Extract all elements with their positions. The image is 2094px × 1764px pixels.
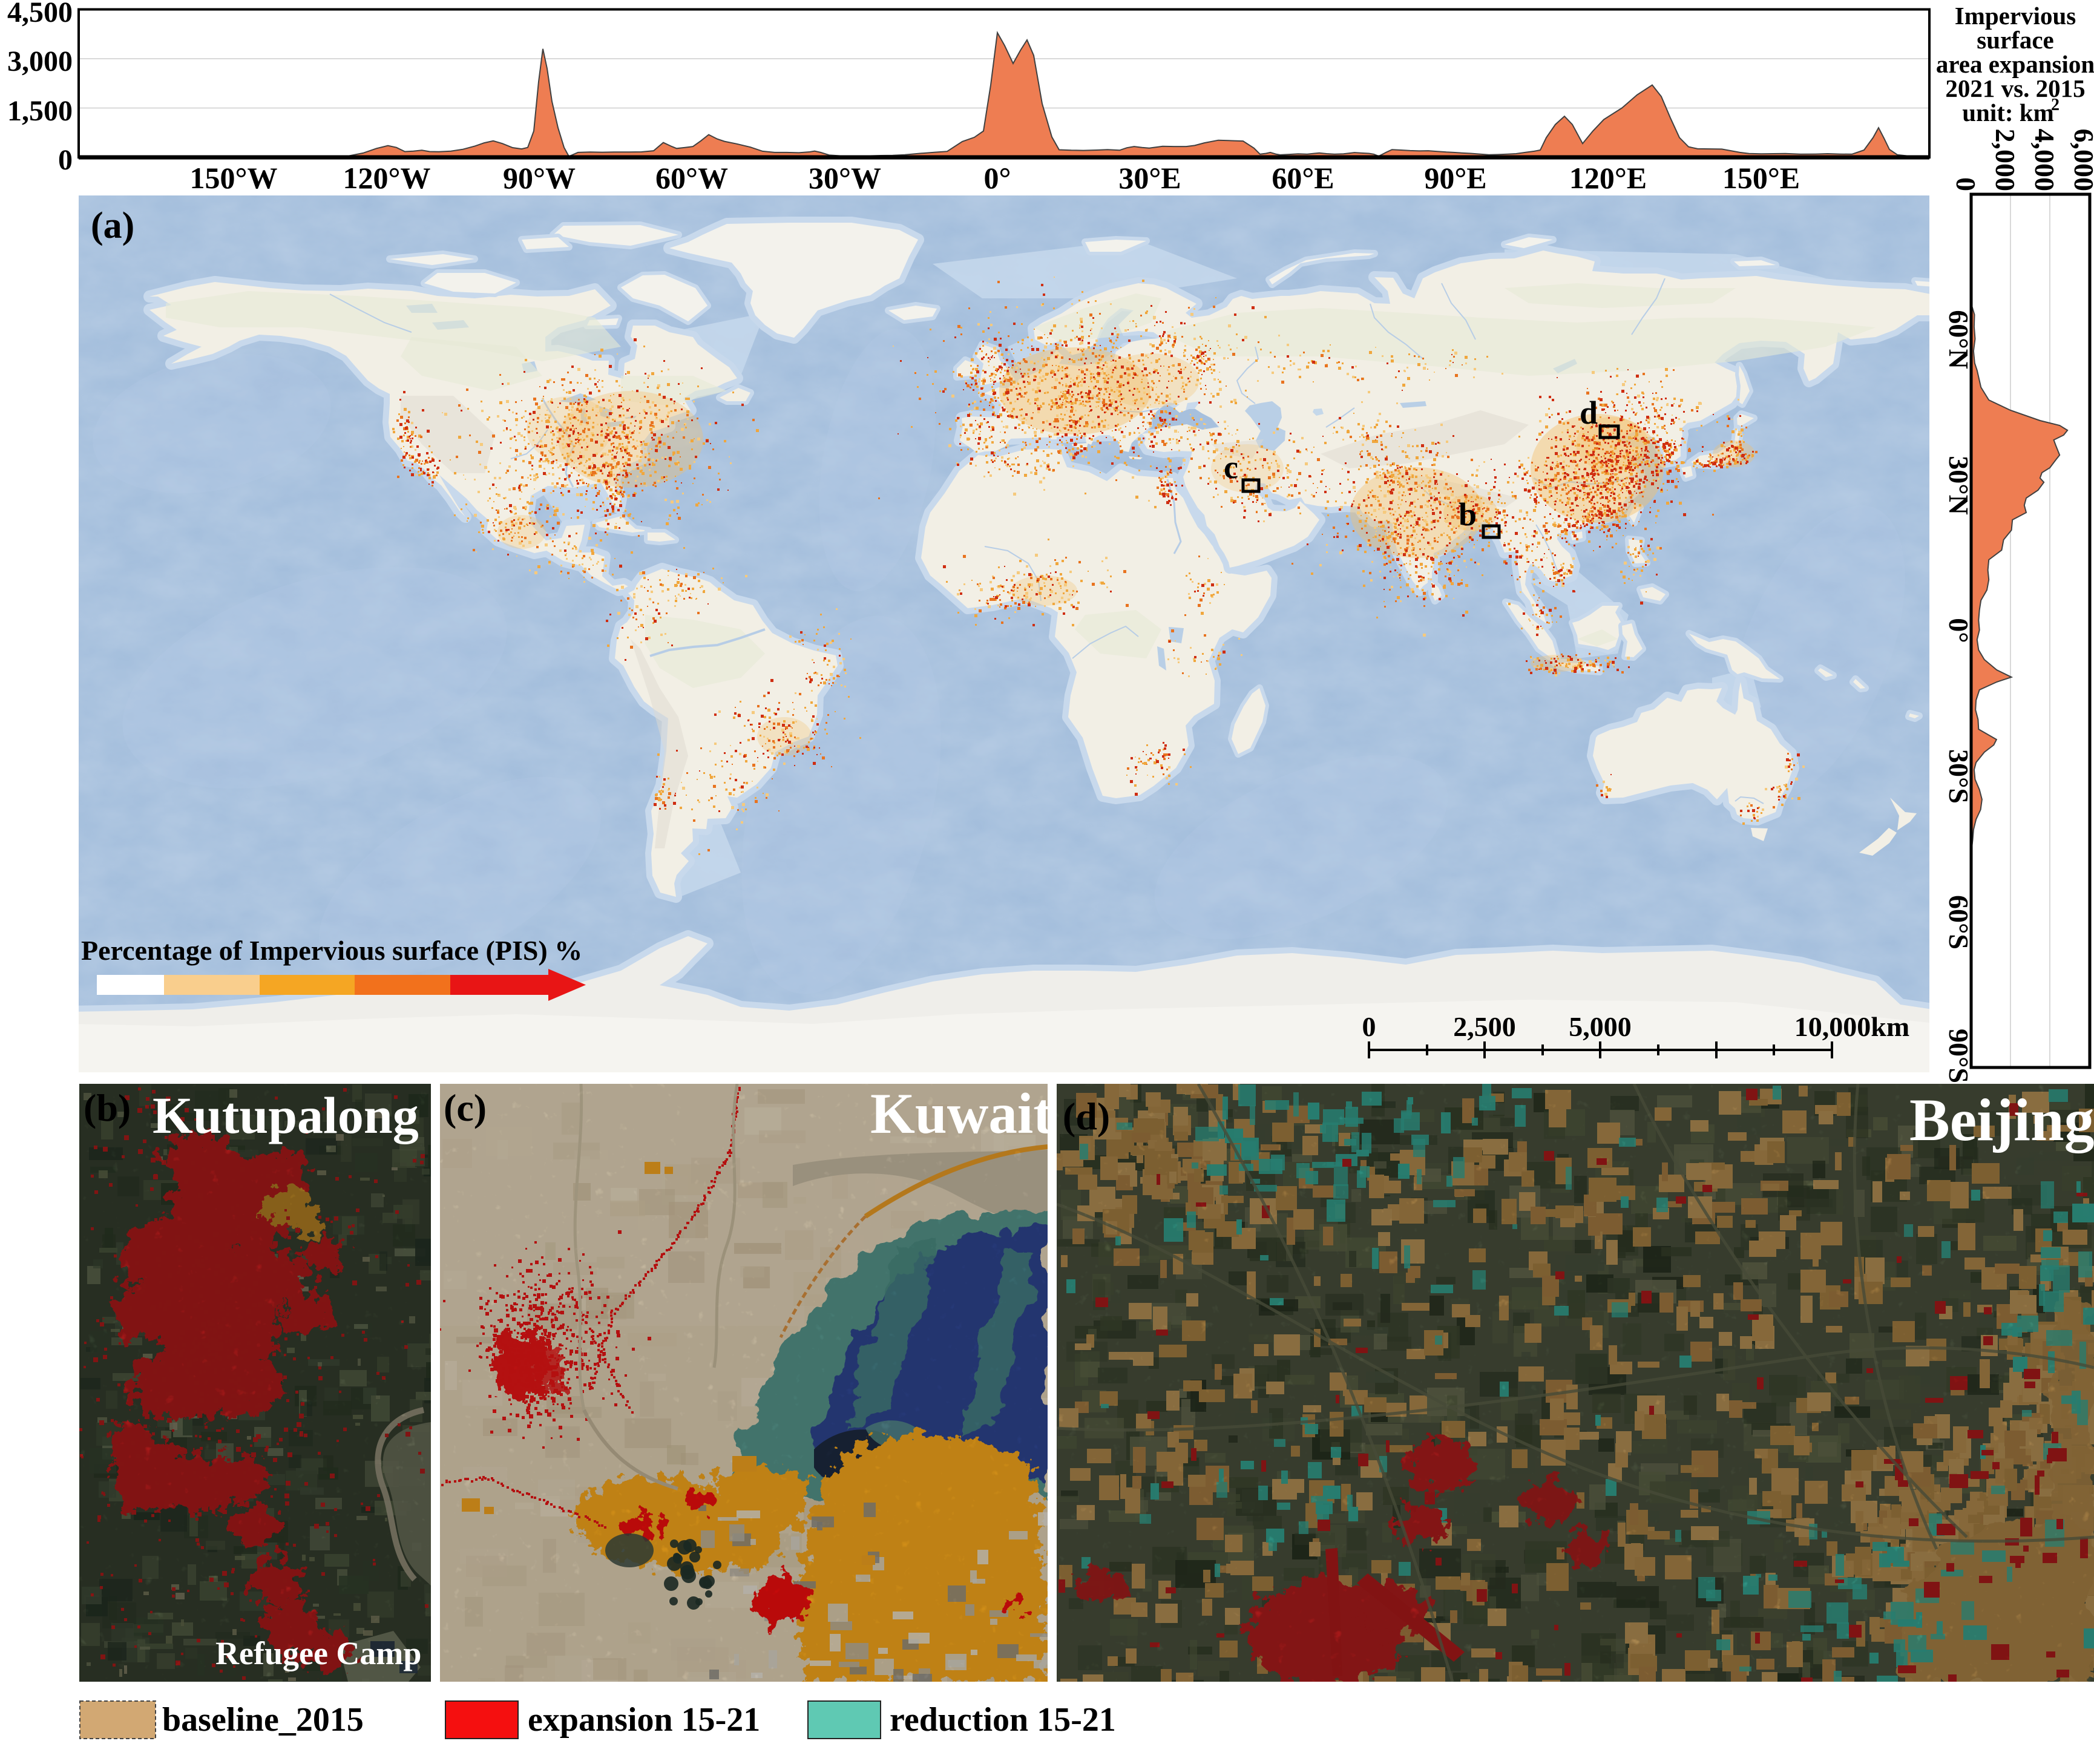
svg-text:0°: 0° <box>1943 618 1974 643</box>
svg-text:Percentage of Impervious surfa: Percentage of Impervious surface (PIS) % <box>81 935 582 966</box>
svg-text:(b): (b) <box>84 1086 131 1129</box>
svg-text:30°S: 30°S <box>1943 749 1974 804</box>
svg-text:1,500: 1,500 <box>7 95 73 127</box>
svg-text:(d): (d) <box>1063 1095 1110 1138</box>
svg-text:baseline_2015: baseline_2015 <box>162 1701 364 1739</box>
svg-text:surface: surface <box>1977 26 2054 54</box>
svg-text:2,500: 2,500 <box>1453 1011 1516 1042</box>
svg-text:30°W: 30°W <box>809 161 881 195</box>
svg-text:90°W: 90°W <box>503 161 576 195</box>
svg-text:Beijing: Beijing <box>1909 1086 2094 1153</box>
svg-text:60°W: 60°W <box>655 161 728 195</box>
svg-text:c: c <box>1224 449 1238 485</box>
svg-text:unit: km: unit: km <box>1962 99 2054 126</box>
svg-text:4,500: 4,500 <box>7 0 73 28</box>
svg-text:90°E: 90°E <box>1424 161 1486 195</box>
svg-text:90°S: 90°S <box>1943 1029 1974 1083</box>
svg-text:30°N: 30°N <box>1943 456 1974 515</box>
svg-text:30°E: 30°E <box>1118 161 1181 195</box>
svg-text:150°W: 150°W <box>190 161 278 195</box>
svg-text:b: b <box>1459 496 1477 533</box>
svg-text:60°S: 60°S <box>1943 895 1974 949</box>
svg-text:3,000: 3,000 <box>7 45 73 77</box>
svg-text:0: 0 <box>58 144 73 176</box>
svg-text:2021 vs. 2015: 2021 vs. 2015 <box>1945 74 2085 102</box>
svg-text:10,000km: 10,000km <box>1794 1011 1909 1042</box>
svg-text:d: d <box>1580 395 1598 431</box>
svg-text:60°N: 60°N <box>1943 310 1974 369</box>
svg-text:0°: 0° <box>984 161 1011 195</box>
svg-text:0: 0 <box>1951 177 1981 191</box>
svg-text:expansion 15-21: expansion 15-21 <box>528 1701 760 1739</box>
svg-text:2: 2 <box>2051 96 2060 114</box>
svg-text:5,000: 5,000 <box>1569 1011 1632 1042</box>
svg-text:150°E: 150°E <box>1722 161 1800 195</box>
svg-text:Kutupalong: Kutupalong <box>153 1086 419 1144</box>
svg-text:Impervious: Impervious <box>1955 2 2076 30</box>
svg-text:2,000: 2,000 <box>1990 129 2021 192</box>
svg-text:(a): (a) <box>91 205 134 246</box>
svg-text:(c): (c) <box>444 1086 487 1129</box>
svg-text:reduction 15-21: reduction 15-21 <box>890 1701 1116 1739</box>
svg-text:120°E: 120°E <box>1569 161 1647 195</box>
svg-text:120°W: 120°W <box>343 161 431 195</box>
svg-text:0: 0 <box>1362 1011 1376 1042</box>
svg-text:6,000: 6,000 <box>2069 129 2094 192</box>
svg-text:4,000: 4,000 <box>2029 129 2060 192</box>
svg-text:60°E: 60°E <box>1272 161 1334 195</box>
svg-text:Refugee Camp: Refugee Camp <box>215 1635 421 1671</box>
svg-text:Kuwait: Kuwait <box>870 1081 1052 1146</box>
svg-text:area expansion: area expansion <box>1936 50 2094 78</box>
